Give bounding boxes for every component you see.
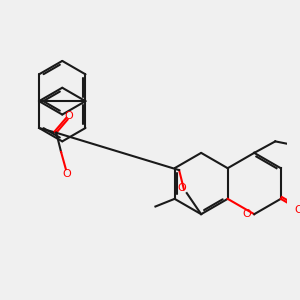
Text: O: O (62, 169, 71, 179)
Text: O: O (178, 183, 186, 193)
Text: O: O (64, 110, 73, 121)
Text: O: O (294, 205, 300, 215)
Text: O: O (242, 209, 251, 219)
